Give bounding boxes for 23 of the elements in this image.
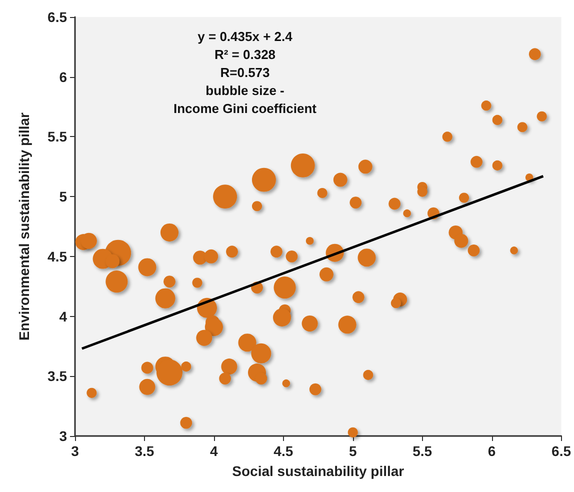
y-tick-label: 4.5: [48, 248, 68, 264]
x-tick-label: 5.5: [412, 443, 432, 459]
y-tick-label: 6: [59, 68, 68, 85]
annotation: R² = 0.328: [214, 47, 276, 62]
annotation: Income Gini coefficient: [173, 101, 318, 116]
y-tick-label: 4: [59, 308, 68, 324]
y-tick-label: 3: [59, 428, 68, 444]
annotation: R=0.573: [220, 65, 270, 80]
annotation: bubble size -: [206, 83, 284, 98]
x-tick-label: 3: [71, 443, 80, 459]
y-tick-label: 5: [59, 188, 68, 205]
annotation: y = 0.435x + 2.4: [198, 29, 294, 44]
x-tick-label: 5: [348, 443, 357, 459]
x-tick-label: 6: [488, 443, 496, 459]
y-tick-label: 5.5: [48, 128, 68, 145]
x-tick-label: 4.5: [274, 443, 294, 459]
y-tick-label: 6.5: [48, 9, 68, 25]
x-axis-title: Social sustainability pillar: [232, 463, 405, 479]
y-axis-title: Environmental sustainability pillar: [16, 112, 32, 340]
x-tick-label: 6.5: [552, 443, 572, 459]
x-tick-label: 3.5: [134, 443, 154, 459]
y-tick-label: 3.5: [48, 368, 68, 384]
x-tick-label: 4: [210, 443, 218, 459]
